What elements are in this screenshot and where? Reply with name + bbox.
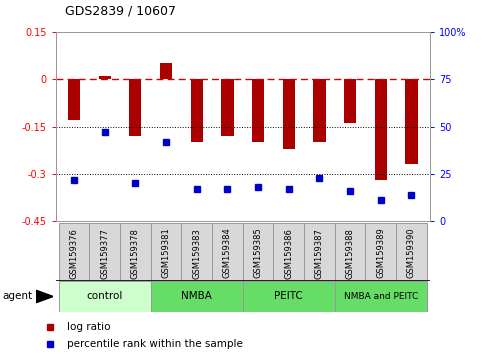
Bar [181, 223, 212, 281]
Text: GSM159383: GSM159383 [192, 228, 201, 279]
Text: GSM159386: GSM159386 [284, 228, 293, 279]
Text: GSM159381: GSM159381 [161, 228, 170, 279]
Text: GSM159390: GSM159390 [407, 228, 416, 278]
Bar [335, 223, 366, 281]
Bar [191, 79, 203, 142]
Text: GSM159387: GSM159387 [315, 228, 324, 279]
Text: GSM159384: GSM159384 [223, 228, 232, 279]
Bar [252, 79, 264, 142]
Polygon shape [36, 290, 53, 303]
Text: GSM159378: GSM159378 [131, 228, 140, 279]
Bar [335, 281, 427, 312]
Bar [212, 223, 243, 281]
Text: GSM159389: GSM159389 [376, 228, 385, 279]
Text: percentile rank within the sample: percentile rank within the sample [67, 339, 243, 349]
Bar [304, 223, 335, 281]
Text: NMBA and PEITC: NMBA and PEITC [343, 292, 418, 301]
Bar [89, 223, 120, 281]
Text: log ratio: log ratio [67, 322, 111, 332]
Text: GSM159377: GSM159377 [100, 228, 109, 279]
Bar [58, 281, 151, 312]
Bar [120, 223, 151, 281]
Bar [243, 223, 273, 281]
Bar [68, 79, 80, 120]
Bar [375, 79, 387, 180]
Bar [243, 281, 335, 312]
Bar [99, 76, 111, 79]
Text: agent: agent [2, 291, 32, 302]
Bar [58, 223, 89, 281]
Text: GSM159376: GSM159376 [70, 228, 78, 279]
Bar [283, 79, 295, 149]
Bar [151, 223, 181, 281]
Bar [313, 79, 326, 142]
Bar [344, 79, 356, 124]
Bar [366, 223, 396, 281]
Text: control: control [86, 291, 123, 302]
Text: GSM159385: GSM159385 [254, 228, 263, 279]
Bar [129, 79, 142, 136]
Bar [405, 79, 418, 164]
Text: PEITC: PEITC [274, 291, 303, 302]
Bar [396, 223, 427, 281]
Text: GDS2839 / 10607: GDS2839 / 10607 [65, 5, 176, 18]
Text: NMBA: NMBA [181, 291, 212, 302]
Text: GSM159388: GSM159388 [346, 228, 355, 279]
Bar [151, 281, 243, 312]
Bar [273, 223, 304, 281]
Bar [160, 63, 172, 79]
Bar [221, 79, 233, 136]
